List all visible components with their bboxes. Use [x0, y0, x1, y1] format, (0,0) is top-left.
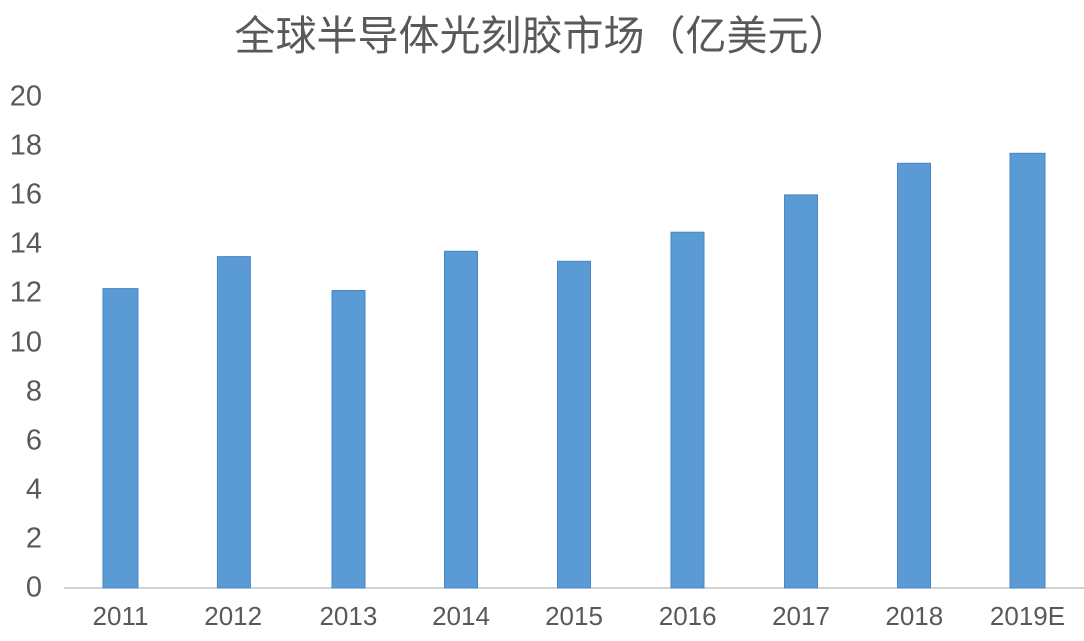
svg-text:2012: 2012	[204, 601, 262, 631]
svg-text:2: 2	[26, 523, 42, 555]
svg-text:2019E: 2019E	[990, 601, 1065, 631]
svg-text:12: 12	[10, 277, 42, 309]
svg-text:6: 6	[26, 425, 42, 457]
svg-text:2017: 2017	[772, 601, 830, 631]
svg-text:2013: 2013	[319, 601, 377, 631]
svg-text:2014: 2014	[432, 601, 490, 631]
svg-text:10: 10	[10, 327, 42, 359]
svg-text:2018: 2018	[885, 601, 943, 631]
svg-text:16: 16	[10, 179, 42, 211]
svg-text:4: 4	[26, 474, 42, 506]
svg-text:2011: 2011	[93, 601, 149, 631]
svg-text:2015: 2015	[545, 601, 603, 631]
svg-text:2016: 2016	[659, 601, 717, 631]
svg-text:20: 20	[10, 81, 42, 113]
svg-text:14: 14	[10, 228, 42, 260]
svg-text:18: 18	[10, 130, 42, 162]
svg-text:8: 8	[26, 376, 42, 408]
svg-text:0: 0	[26, 572, 42, 604]
